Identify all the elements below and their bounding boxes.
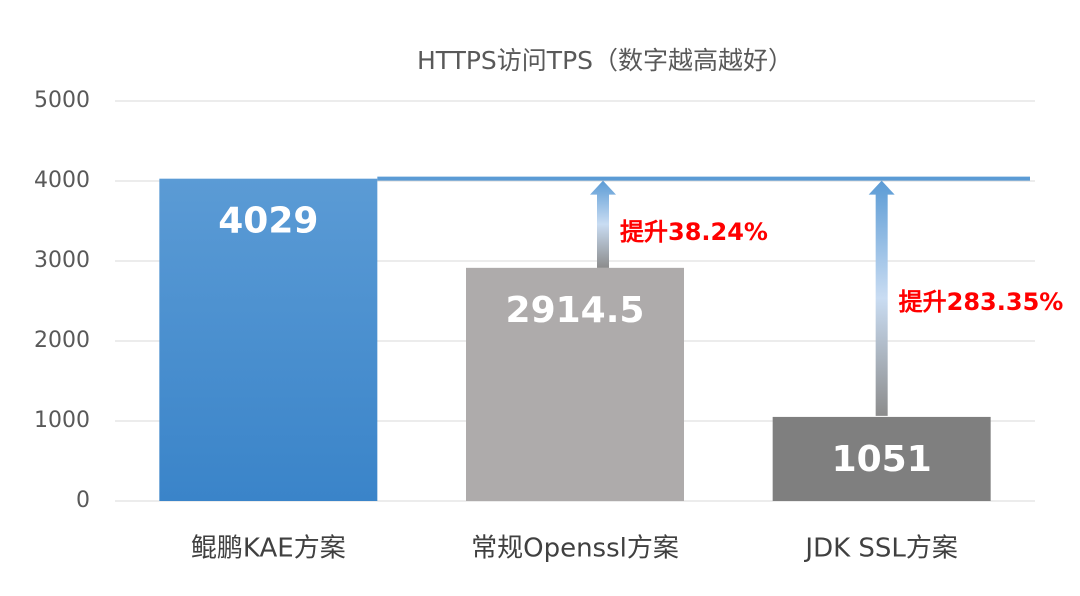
x-tick-label: 常规Openssl方案 [471,534,679,564]
chart-title: HTTPS访问TPS（数字越高越好） [417,46,793,75]
bar [159,178,378,501]
data-label: 4029 [218,201,318,242]
data-label: 2914.5 [506,290,645,331]
y-tick-label: 2000 [34,328,90,353]
y-tick-label: 0 [76,488,90,513]
data-label: 1051 [832,439,932,480]
annotation: 提升283.35% [899,288,1064,316]
increase-arrow [868,180,895,416]
y-tick-label: 3000 [34,248,90,273]
bar [772,416,991,501]
increase-arrow [590,180,616,268]
annotation: 提升38.24% [620,218,768,246]
x-tick-label: 鲲鹏KAE方案 [191,534,346,564]
y-tick-label: 4000 [34,168,90,193]
y-tick-label: 5000 [34,88,90,113]
bar [466,267,684,501]
y-tick-label: 1000 [34,408,90,433]
x-tick-label: JDK SSL方案 [803,534,958,564]
